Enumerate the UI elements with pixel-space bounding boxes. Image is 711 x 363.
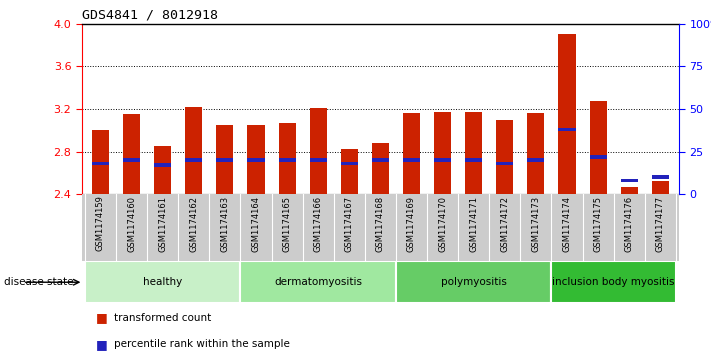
Text: ■: ■: [96, 338, 108, 351]
Text: inclusion body myositis: inclusion body myositis: [552, 277, 675, 287]
Text: GSM1174170: GSM1174170: [438, 196, 447, 252]
Bar: [396, 261, 552, 303]
Bar: [528, 158, 545, 162]
Text: dermatomyositis: dermatomyositis: [274, 277, 362, 287]
Bar: [123, 158, 140, 162]
Bar: [621, 187, 638, 194]
Bar: [185, 158, 203, 162]
Bar: [496, 162, 513, 166]
Bar: [621, 179, 638, 183]
Bar: [403, 158, 420, 162]
Bar: [589, 101, 606, 194]
Text: GSM1174166: GSM1174166: [314, 196, 323, 252]
Bar: [434, 158, 451, 162]
Bar: [123, 114, 140, 194]
Bar: [92, 162, 109, 166]
Text: polymyositis: polymyositis: [441, 277, 507, 287]
Text: GSM1174171: GSM1174171: [469, 196, 479, 252]
Text: GSM1174177: GSM1174177: [656, 196, 665, 252]
Text: GSM1174160: GSM1174160: [127, 196, 136, 252]
Bar: [372, 143, 389, 194]
Text: GSM1174159: GSM1174159: [96, 196, 105, 252]
Bar: [309, 108, 327, 194]
Bar: [341, 162, 358, 166]
Text: GSM1174173: GSM1174173: [531, 196, 540, 252]
Bar: [434, 112, 451, 194]
Text: GSM1174169: GSM1174169: [407, 196, 416, 252]
Bar: [589, 155, 606, 159]
Bar: [154, 163, 171, 167]
Bar: [552, 261, 676, 303]
Text: GSM1174174: GSM1174174: [562, 196, 572, 252]
Text: GSM1174161: GSM1174161: [158, 196, 167, 252]
Text: GSM1174168: GSM1174168: [376, 196, 385, 252]
Bar: [652, 182, 669, 194]
Bar: [216, 158, 233, 162]
Bar: [85, 261, 240, 303]
Text: GSM1174162: GSM1174162: [189, 196, 198, 252]
Text: GSM1174172: GSM1174172: [501, 196, 509, 252]
Bar: [372, 158, 389, 162]
Bar: [154, 146, 171, 194]
Bar: [558, 127, 576, 131]
Text: GSM1174163: GSM1174163: [220, 196, 230, 252]
Text: disease state: disease state: [4, 277, 73, 287]
Bar: [341, 150, 358, 194]
Bar: [465, 112, 482, 194]
Bar: [247, 158, 264, 162]
Text: GSM1174176: GSM1174176: [625, 196, 634, 252]
Bar: [216, 125, 233, 194]
Bar: [558, 34, 576, 194]
Text: GDS4841 / 8012918: GDS4841 / 8012918: [82, 8, 218, 21]
Bar: [652, 175, 669, 179]
Text: ■: ■: [96, 311, 108, 325]
Bar: [185, 107, 203, 194]
Text: GSM1174175: GSM1174175: [594, 196, 603, 252]
Bar: [247, 125, 264, 194]
Bar: [309, 158, 327, 162]
Text: GSM1174167: GSM1174167: [345, 196, 354, 252]
Text: transformed count: transformed count: [114, 313, 211, 323]
Text: percentile rank within the sample: percentile rank within the sample: [114, 339, 289, 349]
Text: GSM1174165: GSM1174165: [282, 196, 292, 252]
Bar: [92, 130, 109, 194]
Bar: [279, 123, 296, 194]
Bar: [403, 113, 420, 194]
Bar: [528, 113, 545, 194]
Text: healthy: healthy: [143, 277, 182, 287]
Bar: [279, 158, 296, 162]
Bar: [465, 158, 482, 162]
Bar: [496, 119, 513, 194]
Bar: [240, 261, 396, 303]
Text: GSM1174164: GSM1174164: [252, 196, 260, 252]
